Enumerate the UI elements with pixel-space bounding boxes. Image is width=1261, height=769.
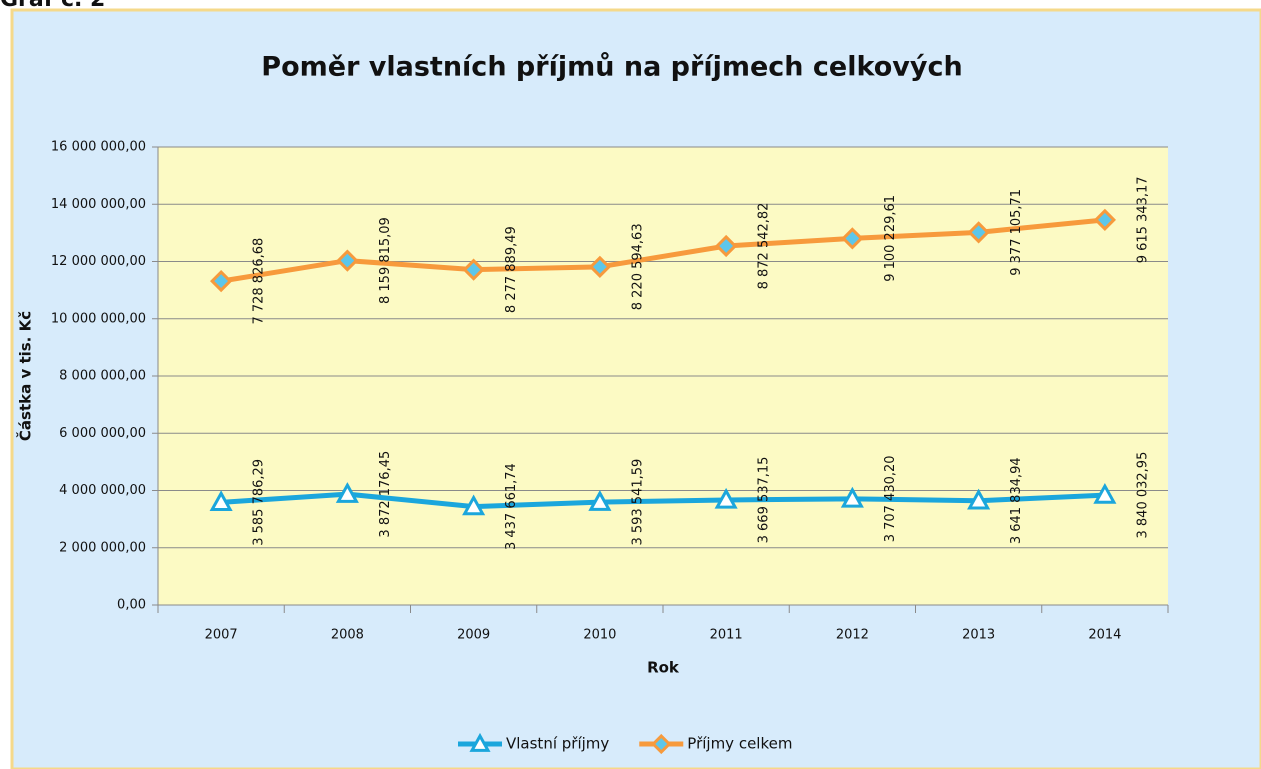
y-axis-label: Částka v tis. Kč [16, 311, 35, 441]
y-tick-label: 14 000 000,00 [51, 197, 146, 212]
marker [967, 488, 991, 510]
legend-label: Vlastní příjmy [506, 735, 609, 753]
x-tick-label: 2013 [962, 628, 995, 643]
legend-label: Příjmy celkem [687, 735, 792, 753]
x-tick-label: 2011 [710, 628, 743, 643]
x-tick-label: 2008 [331, 628, 364, 643]
data-label: 8 277 889,49 [504, 226, 519, 313]
data-label: 8 872 542,82 [757, 203, 772, 290]
marker [841, 227, 864, 250]
data-label: 3 641 834,94 [1009, 457, 1024, 544]
marker [714, 487, 738, 509]
data-label: 3 593 541,59 [630, 459, 645, 546]
marker [210, 269, 233, 293]
data-label: 7 728 826,68 [252, 238, 267, 325]
marker [336, 249, 359, 272]
x-tick-label: 2010 [583, 628, 616, 643]
marker [588, 255, 611, 278]
y-tick-label: 12 000 000,00 [51, 254, 146, 269]
marker [462, 494, 486, 516]
marker [1093, 482, 1117, 504]
page-title: Graf č. 2 [0, 0, 105, 12]
y-tick-label: 4 000 000,00 [59, 483, 146, 498]
marker [335, 482, 359, 503]
series-line [220, 491, 1105, 510]
series-line [220, 217, 1106, 284]
marker [715, 234, 738, 258]
chart-title: Poměr vlastních příjmů na příjmech celko… [261, 52, 962, 83]
y-tick-label: 8 000 000,00 [59, 369, 146, 384]
data-label: 3 707 430,20 [883, 455, 898, 542]
marker [1093, 208, 1117, 231]
y-tick-label: 6 000 000,00 [59, 426, 146, 441]
x-tick-label: 2014 [1088, 628, 1121, 643]
marker [840, 486, 864, 508]
data-label: 3 669 537,15 [757, 457, 772, 544]
data-label: 3 585 786,29 [252, 459, 267, 546]
marker [462, 258, 485, 281]
x-tick-label: 2012 [836, 628, 869, 643]
x-axis-label: Rok [647, 659, 680, 677]
marker [967, 221, 990, 244]
y-tick-label: 10 000 000,00 [51, 311, 146, 326]
legend-marker [469, 732, 491, 752]
y-tick-label: 2 000 000,00 [59, 540, 146, 555]
data-label: 9 100 229,61 [883, 195, 898, 282]
data-label: 8 220 594,63 [630, 223, 645, 310]
x-tick-label: 2009 [457, 628, 490, 643]
data-label: 9 615 343,17 [1135, 176, 1150, 263]
legend-marker [651, 733, 672, 755]
data-label: 3 872 176,45 [378, 451, 393, 538]
data-label: 3 437 661,74 [504, 463, 519, 550]
data-label: 3 840 032,95 [1135, 452, 1150, 539]
marker [209, 490, 233, 512]
data-label: 8 159 815,09 [378, 217, 393, 304]
x-tick-label: 2007 [205, 628, 238, 643]
data-label: 9 377 105,71 [1009, 189, 1024, 276]
y-tick-label: 16 000 000,00 [51, 140, 146, 155]
y-tick-label: 0,00 [117, 598, 146, 613]
marker [588, 490, 612, 511]
